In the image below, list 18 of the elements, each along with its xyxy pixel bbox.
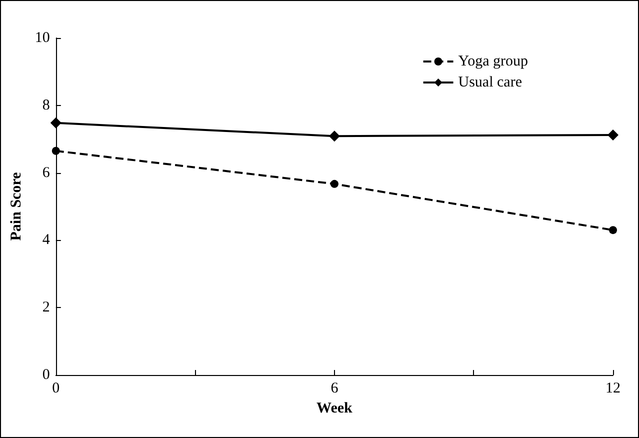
x-axis-title: Week [316, 400, 354, 416]
x-tick-label: 6 [330, 380, 339, 396]
legend-label: Usual care [458, 74, 522, 90]
point [328, 130, 340, 142]
legend-label: Yoga group [458, 54, 528, 70]
y-tick-label: 8 [42, 97, 50, 114]
point [52, 146, 60, 155]
y-tick-label: 4 [42, 232, 50, 248]
x-tick-label: 12 [606, 380, 620, 396]
y-tick-label: 6 [42, 164, 50, 181]
point [50, 117, 62, 128]
y-tick-label: 10 [34, 30, 50, 46]
point [330, 180, 338, 188]
point [609, 226, 617, 234]
y-tick-label: 2 [42, 300, 50, 316]
y-tick-label: 0 [42, 367, 50, 383]
point [608, 130, 618, 141]
y-axis-title: Pain Score [8, 172, 24, 241]
